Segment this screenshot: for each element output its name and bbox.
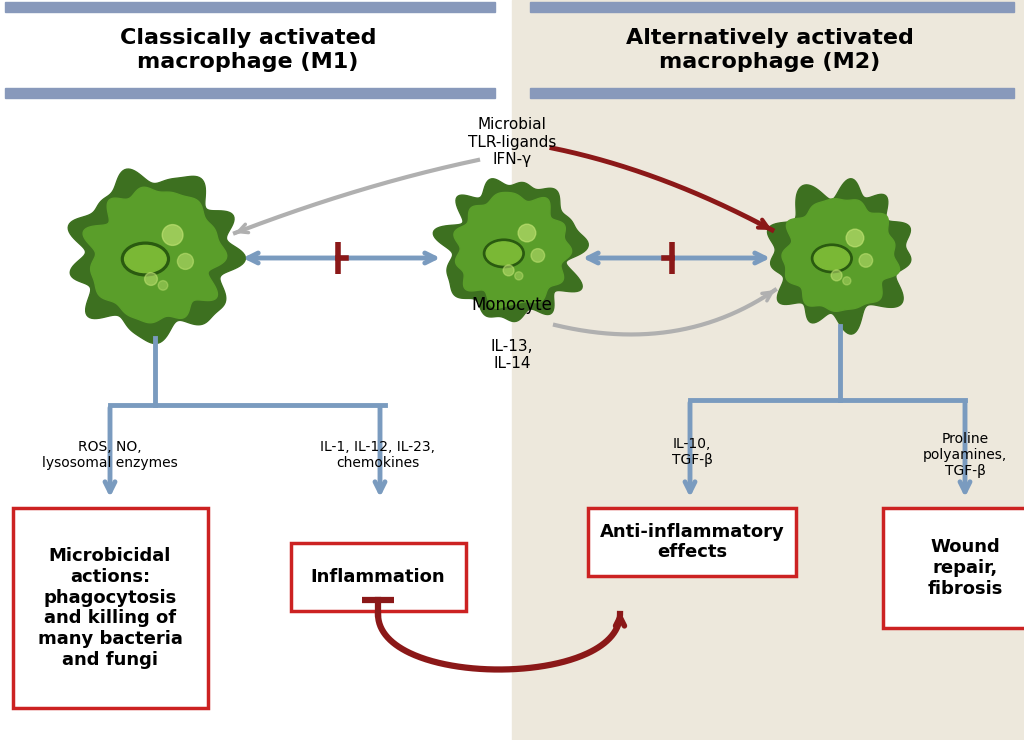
Bar xyxy=(530,88,1014,98)
Circle shape xyxy=(158,280,168,290)
Polygon shape xyxy=(83,187,226,323)
FancyBboxPatch shape xyxy=(291,543,466,611)
Text: Proline
polyamines,
TGF-β: Proline polyamines, TGF-β xyxy=(923,432,1008,478)
Text: Inflammation: Inflammation xyxy=(310,568,445,586)
Text: IL-10,
TGF-β: IL-10, TGF-β xyxy=(672,437,713,467)
Circle shape xyxy=(831,270,842,281)
Circle shape xyxy=(843,277,851,285)
Ellipse shape xyxy=(122,242,169,276)
Text: Monocyte: Monocyte xyxy=(472,296,552,314)
Circle shape xyxy=(859,254,872,267)
Text: IL-13,
IL-14: IL-13, IL-14 xyxy=(490,339,534,371)
Circle shape xyxy=(846,229,864,247)
Bar xyxy=(530,2,1014,12)
Text: Anti-inflammatory
effects: Anti-inflammatory effects xyxy=(600,522,784,562)
Text: Alternatively activated
macrophage (M2): Alternatively activated macrophage (M2) xyxy=(626,28,914,72)
FancyBboxPatch shape xyxy=(12,508,208,708)
Polygon shape xyxy=(69,169,246,343)
Circle shape xyxy=(518,224,536,242)
Text: Classically activated
macrophage (M1): Classically activated macrophage (M1) xyxy=(120,28,376,72)
Polygon shape xyxy=(782,199,899,312)
Circle shape xyxy=(144,272,158,286)
Polygon shape xyxy=(433,179,588,322)
Text: IL-1, IL-12, IL-23,
chemokines: IL-1, IL-12, IL-23, chemokines xyxy=(321,440,435,470)
FancyBboxPatch shape xyxy=(588,508,796,576)
Bar xyxy=(512,0,1024,740)
Ellipse shape xyxy=(814,247,850,270)
Circle shape xyxy=(503,265,514,276)
Polygon shape xyxy=(454,192,571,309)
Circle shape xyxy=(177,253,194,269)
Ellipse shape xyxy=(125,246,166,272)
Ellipse shape xyxy=(486,242,521,265)
Bar xyxy=(5,88,495,98)
Text: Microbial
TLR-ligands
IFN-γ: Microbial TLR-ligands IFN-γ xyxy=(468,117,556,167)
Circle shape xyxy=(515,272,523,280)
Bar xyxy=(5,2,495,12)
Ellipse shape xyxy=(483,239,524,268)
Circle shape xyxy=(162,225,183,246)
Text: Wound
repair,
fibrosis: Wound repair, fibrosis xyxy=(928,538,1002,598)
Text: Microbicidal
actions:
phagocytosis
and killing of
many bacteria
and fungi: Microbicidal actions: phagocytosis and k… xyxy=(38,547,182,669)
Ellipse shape xyxy=(811,244,852,272)
Circle shape xyxy=(531,249,545,262)
Text: ROS, NO,
lysosomal enzymes: ROS, NO, lysosomal enzymes xyxy=(42,440,178,470)
Bar xyxy=(0,0,512,740)
Polygon shape xyxy=(768,179,910,334)
FancyBboxPatch shape xyxy=(883,508,1024,628)
